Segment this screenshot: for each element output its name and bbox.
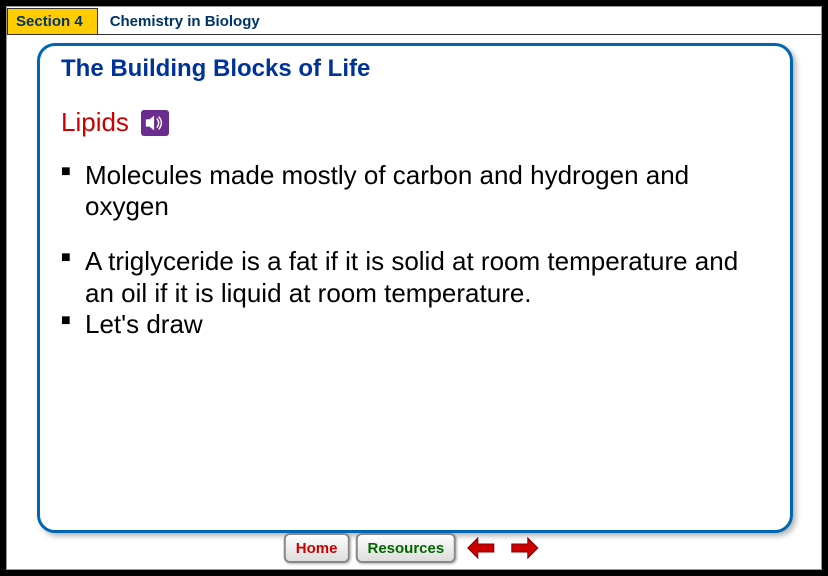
header: Section 4 Chemistry in Biology [7,7,821,35]
home-button[interactable]: Home [284,533,350,563]
prev-button[interactable] [462,533,500,563]
section-tab: Section 4 [7,8,98,35]
home-label: Home [296,540,338,557]
bullet-3: Let's draw [61,309,771,340]
subtitle: Lipids [61,107,129,138]
header-divider [7,34,821,35]
page-title: The Building Blocks of Life [61,55,771,83]
next-button[interactable] [506,533,544,563]
slide-container: Section 4 Chemistry in Biology The Build… [6,6,822,570]
section-label: Section 4 [16,13,83,30]
bullet-1: Molecules made mostly of carbon and hydr… [61,160,771,222]
content-area: The Building Blocks of Life Lipids Molec… [61,55,771,340]
nav-bar: Home Resources [284,533,544,563]
audio-icon[interactable] [141,110,169,136]
subtitle-row: Lipids [61,107,771,138]
bullet-group: A triglyceride is a fat if it is solid a… [61,246,771,340]
resources-label: Resources [367,540,444,557]
chapter-title: Chemistry in Biology [98,13,260,30]
resources-button[interactable]: Resources [355,533,456,563]
bullet-2: A triglyceride is a fat if it is solid a… [61,246,771,308]
